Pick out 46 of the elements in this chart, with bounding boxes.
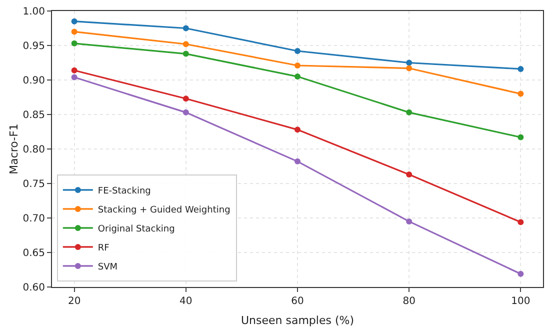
x-tick-label: 40 (180, 296, 192, 307)
y-tick-label: 1.00 (22, 6, 45, 18)
point (406, 218, 412, 224)
point (182, 109, 189, 116)
point (406, 65, 412, 72)
y-tick-label: 0.70 (22, 214, 45, 224)
y-tick-label: 0.65 (22, 248, 45, 259)
point (182, 96, 189, 102)
y-tick-label: 0.60 (22, 282, 45, 294)
y-tick-label: 0.80 (22, 144, 45, 156)
point (182, 25, 189, 32)
point (294, 48, 300, 54)
y-tick-label: 0.95 (22, 41, 45, 52)
y-tick-label: 0.90 (22, 76, 45, 86)
point (294, 74, 300, 80)
point (518, 66, 524, 72)
legend-label: FE-Stacking (98, 186, 151, 196)
x-tick-label: 100 (511, 296, 530, 307)
point (406, 109, 412, 116)
point (294, 158, 300, 164)
point (182, 50, 189, 57)
point (294, 126, 300, 133)
point (71, 67, 78, 74)
point (71, 18, 78, 24)
point (518, 134, 524, 140)
point (406, 60, 412, 66)
point (518, 219, 524, 226)
point (71, 28, 78, 35)
point (182, 41, 189, 48)
legend-label: RF (98, 243, 110, 254)
point (406, 172, 412, 178)
point (518, 90, 524, 97)
point (71, 40, 78, 46)
x-tick-label: 60 (291, 296, 304, 307)
legend-label: SVM (98, 262, 118, 272)
x-tick-label: 80 (402, 296, 416, 307)
x-tick-label: 20 (68, 296, 81, 307)
y-axis-title: Macro-F1 (8, 124, 21, 174)
y-tick-label: 0.75 (22, 179, 45, 190)
point (294, 62, 300, 69)
x-axis-title: Unseen samples (%) (240, 314, 354, 327)
point (518, 270, 524, 277)
point (71, 74, 78, 80)
legend-label: Original Stacking (98, 224, 175, 234)
legend-label: Stacking + Guided Weighting (98, 205, 230, 216)
y-tick-label: 0.85 (22, 110, 45, 121)
